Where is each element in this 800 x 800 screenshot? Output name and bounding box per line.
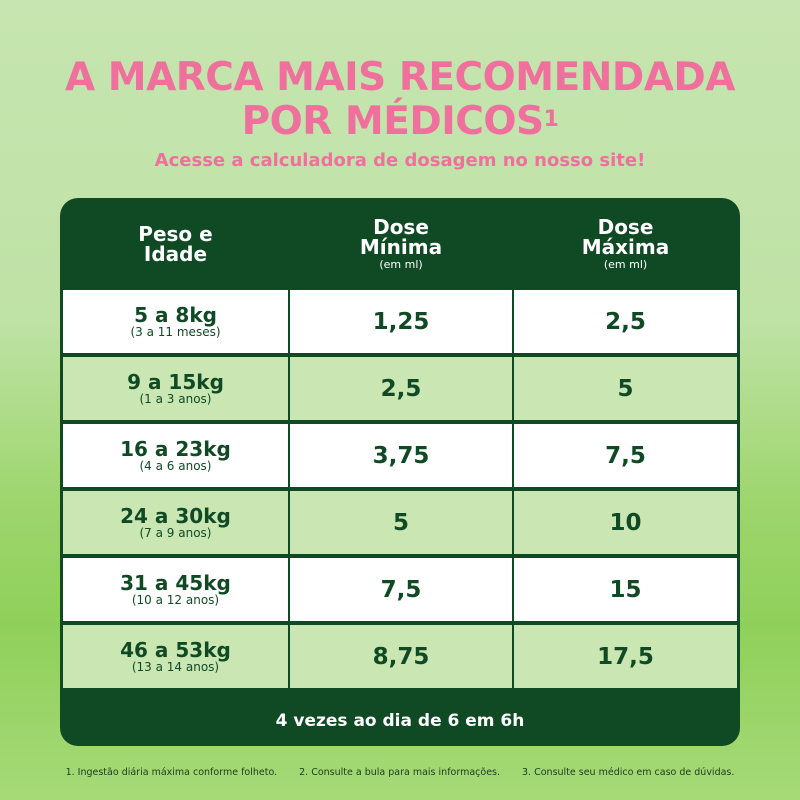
max-dose-value: 10 bbox=[609, 509, 642, 536]
subtitle: Acesse a calculadora de dosagem no nosso… bbox=[154, 150, 646, 171]
min-dose-value: 1,25 bbox=[372, 308, 430, 335]
min-dose-cell: 7,5 bbox=[288, 558, 512, 621]
weight-age-cell: 5 a 8kg (3 a 11 meses) bbox=[63, 290, 288, 353]
dosage-frequency: 4 vezes ao dia de 6 em 6h bbox=[275, 711, 525, 731]
header-min-dose-unit: (em ml) bbox=[379, 258, 423, 271]
min-dose-value: 3,75 bbox=[372, 442, 430, 469]
max-dose-cell: 7,5 bbox=[512, 424, 737, 487]
weight-range: 31 a 45kg bbox=[120, 570, 231, 595]
age-range: (7 a 9 anos) bbox=[139, 525, 212, 540]
header-weight-age-title: Peso e Idade bbox=[138, 222, 213, 266]
min-dose-cell: 3,75 bbox=[288, 424, 512, 487]
footnote-2: 2. Consulte a bula para mais informações… bbox=[299, 767, 501, 778]
headline-line-1: A MARCA MAIS RECOMENDADA bbox=[65, 55, 736, 100]
table-header: Peso e Idade Dose Mínima (em ml) Dose Má… bbox=[60, 198, 740, 290]
weight-range: 24 a 30kg bbox=[120, 503, 231, 528]
age-range: (3 a 11 meses) bbox=[130, 324, 221, 339]
weight-age-cell: 46 a 53kg (13 a 14 anos) bbox=[63, 625, 288, 688]
age-range: (13 a 14 anos) bbox=[131, 659, 220, 674]
min-dose-cell: 5 bbox=[288, 491, 512, 554]
footnote-1: 1. Ingestão diária máxima conforme folhe… bbox=[65, 767, 278, 778]
weight-age-cell: 24 a 30kg (7 a 9 anos) bbox=[63, 491, 288, 554]
max-dose-cell: 2,5 bbox=[512, 290, 737, 353]
weight-age-cell: 9 a 15kg (1 a 3 anos) bbox=[63, 357, 288, 420]
max-dose-cell: 10 bbox=[512, 491, 737, 554]
age-range: (1 a 3 anos) bbox=[139, 391, 212, 406]
max-dose-cell: 15 bbox=[512, 558, 737, 621]
max-dose-cell: 5 bbox=[512, 357, 737, 420]
weight-range: 46 a 53kg bbox=[120, 637, 231, 662]
max-dose-cell: 17,5 bbox=[512, 625, 737, 688]
header-weight-age: Peso e Idade bbox=[63, 198, 288, 290]
weight-age-cell: 16 a 23kg (4 a 6 anos) bbox=[63, 424, 288, 487]
table-row: 46 a 53kg (13 a 14 anos) 8,75 17,5 bbox=[63, 625, 737, 688]
footnote-3: 3. Consulte seu médico em caso de dúvida… bbox=[522, 767, 735, 778]
header-min-dose: Dose Mínima (em ml) bbox=[290, 198, 512, 290]
min-dose-cell: 8,75 bbox=[288, 625, 512, 688]
table-row: 5 a 8kg (3 a 11 meses) 1,25 2,5 bbox=[63, 290, 737, 353]
table-row: 31 a 45kg (10 a 12 anos) 7,5 15 bbox=[63, 558, 737, 621]
header-min-dose-title: Dose Mínima bbox=[359, 215, 443, 259]
max-dose-value: 15 bbox=[609, 576, 642, 603]
table-row: 9 a 15kg (1 a 3 anos) 2,5 5 bbox=[63, 357, 737, 420]
max-dose-value: 17,5 bbox=[597, 643, 654, 670]
footnote-mark: 1 bbox=[543, 107, 559, 132]
min-dose-value: 5 bbox=[392, 509, 409, 536]
table-row: 16 a 23kg (4 a 6 anos) 3,75 7,5 bbox=[63, 424, 737, 487]
weight-age-cell: 31 a 45kg (10 a 12 anos) bbox=[63, 558, 288, 621]
min-dose-value: 7,5 bbox=[380, 576, 422, 603]
weight-range: 9 a 15kg bbox=[127, 369, 224, 394]
headline: A MARCA MAIS RECOMENDADA POR MÉDICOS1 bbox=[0, 56, 800, 144]
weight-range: 5 a 8kg bbox=[134, 302, 217, 327]
headline-line-2-text: POR MÉDICOS bbox=[241, 99, 545, 144]
header-max-dose-unit: (em ml) bbox=[603, 258, 648, 271]
headline-line-2: POR MÉDICOS1 bbox=[0, 100, 800, 144]
header-max-dose: Dose Máxima (em ml) bbox=[514, 198, 737, 290]
footnotes: 1. Ingestão diária máxima conforme folhe… bbox=[0, 767, 800, 778]
min-dose-cell: 2,5 bbox=[288, 357, 512, 420]
min-dose-cell: 1,25 bbox=[288, 290, 512, 353]
min-dose-value: 2,5 bbox=[380, 375, 422, 402]
header-max-dose-title: Dose Máxima bbox=[581, 215, 670, 259]
table-row: 24 a 30kg (7 a 9 anos) 5 10 bbox=[63, 491, 737, 554]
max-dose-value: 7,5 bbox=[605, 442, 646, 469]
dosage-table: Peso e Idade Dose Mínima (em ml) Dose Má… bbox=[60, 198, 740, 746]
age-range: (4 a 6 anos) bbox=[139, 458, 212, 473]
max-dose-value: 5 bbox=[617, 375, 634, 402]
min-dose-value: 8,75 bbox=[372, 643, 430, 670]
age-range: (10 a 12 anos) bbox=[131, 592, 220, 607]
max-dose-value: 2,5 bbox=[605, 308, 646, 335]
weight-range: 16 a 23kg bbox=[120, 436, 231, 461]
